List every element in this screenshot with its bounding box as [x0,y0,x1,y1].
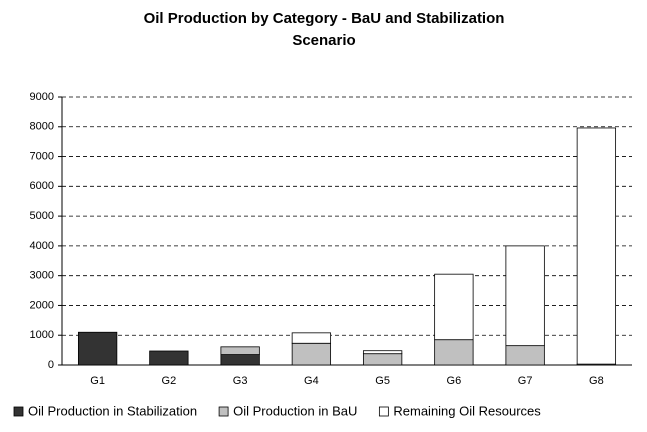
x-tick-label: G6 [447,375,462,387]
legend-label: Oil Production in Stabilization [28,403,197,418]
y-tick-label: 7000 [30,150,54,162]
y-tick-label: 3000 [30,270,54,282]
y-tick-label: 6000 [30,180,54,192]
x-tick-label: G2 [162,375,177,387]
bar-segment [505,245,545,347]
x-tick-label: G5 [375,375,390,387]
bar-segment [434,273,474,341]
bar-segment [576,127,617,365]
bar-segment [291,332,332,344]
y-tick-label: 4000 [30,240,54,252]
bar-segment [77,331,118,366]
bar-segment [505,345,545,366]
legend-label: Oil Production in BaU [233,403,357,418]
bar-segment [362,353,403,366]
legend-swatch [218,406,229,417]
bar-segment [291,342,332,366]
chart-title: Oil Production by Category - BaU and Sta… [143,10,505,49]
bar-segment [220,354,260,366]
x-tick-label: G7 [518,375,533,387]
legend-swatch [378,406,389,417]
bar-segment [149,350,189,366]
y-tick-label: 1000 [30,329,54,341]
x-tick-label: G8 [589,375,604,387]
bar-segment [362,350,403,355]
y-tick-label: 8000 [30,121,54,133]
y-tick-label: 9000 [30,91,54,103]
bar-segment [434,339,474,366]
x-tick-label: G1 [90,375,105,387]
bar-segment [220,346,260,355]
y-tick-label: 0 [48,359,54,371]
y-tick-label: 2000 [30,299,54,311]
legend-label: Remaining Oil Resources [393,403,541,418]
x-tick-label: G4 [304,375,319,387]
legend-swatch [13,406,24,417]
y-tick-label: 5000 [30,210,54,222]
x-tick-label: G3 [233,375,248,387]
